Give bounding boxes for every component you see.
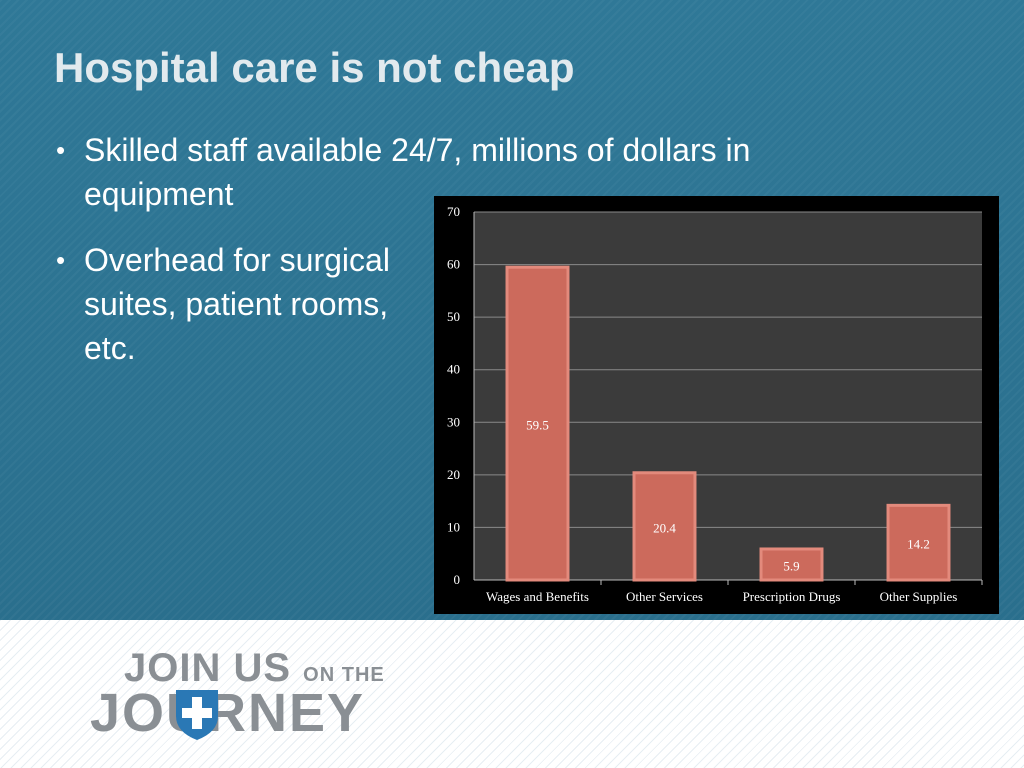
logo-line-1-small: ON THE	[303, 664, 385, 686]
bar-data-label: 5.9	[783, 558, 799, 573]
bullet-item: Skilled staff available 24/7, millions o…	[56, 128, 864, 216]
y-tick-label: 70	[447, 204, 460, 219]
bar	[886, 503, 951, 582]
y-tick-label: 50	[447, 309, 460, 324]
bar	[759, 547, 824, 582]
y-tick-label: 60	[447, 257, 460, 272]
logo-line-1-main: JOIN US	[124, 646, 292, 690]
y-tick-label: 0	[454, 572, 461, 587]
y-tick-label: 40	[447, 362, 460, 377]
footer-band	[0, 620, 1024, 768]
bullet-list: Skilled staff available 24/7, millions o…	[56, 128, 864, 370]
x-tick-label: Other Supplies	[880, 589, 958, 604]
x-tick-label: Wages and Benefits	[486, 589, 589, 604]
x-tick-label: Prescription Drugs	[743, 589, 841, 604]
bar-data-label: 20.4	[653, 520, 676, 535]
bar-data-label: 59.5	[526, 418, 549, 433]
x-tick-label: Other Services	[626, 589, 703, 604]
logo-line-2: JOURNEY	[90, 683, 366, 743]
bar	[505, 265, 570, 582]
y-tick-label: 30	[447, 414, 460, 429]
y-tick-label: 10	[447, 519, 460, 534]
bar-data-label: 14.2	[907, 537, 930, 552]
logo-line-1: JOIN US ON THE	[124, 646, 385, 691]
chart-canvas: 0 10 20 30 40 50 60 70 59.5 Wages and Benefits 20.…	[447, 204, 983, 604]
shield-cross-icon	[176, 690, 218, 740]
y-tick-label: 20	[447, 467, 460, 482]
slide-title: Hospital care is not cheap	[54, 44, 575, 91]
bar-chart: 0 10 20 30 40 50 60 70 59.5 Wages and Benefits 20.…	[434, 196, 999, 614]
logo: JOIN US ON THE JOURNEY	[88, 646, 408, 743]
bullet-item: Overhead for surgical suites, patient ro…	[56, 238, 424, 370]
bar	[632, 471, 697, 582]
